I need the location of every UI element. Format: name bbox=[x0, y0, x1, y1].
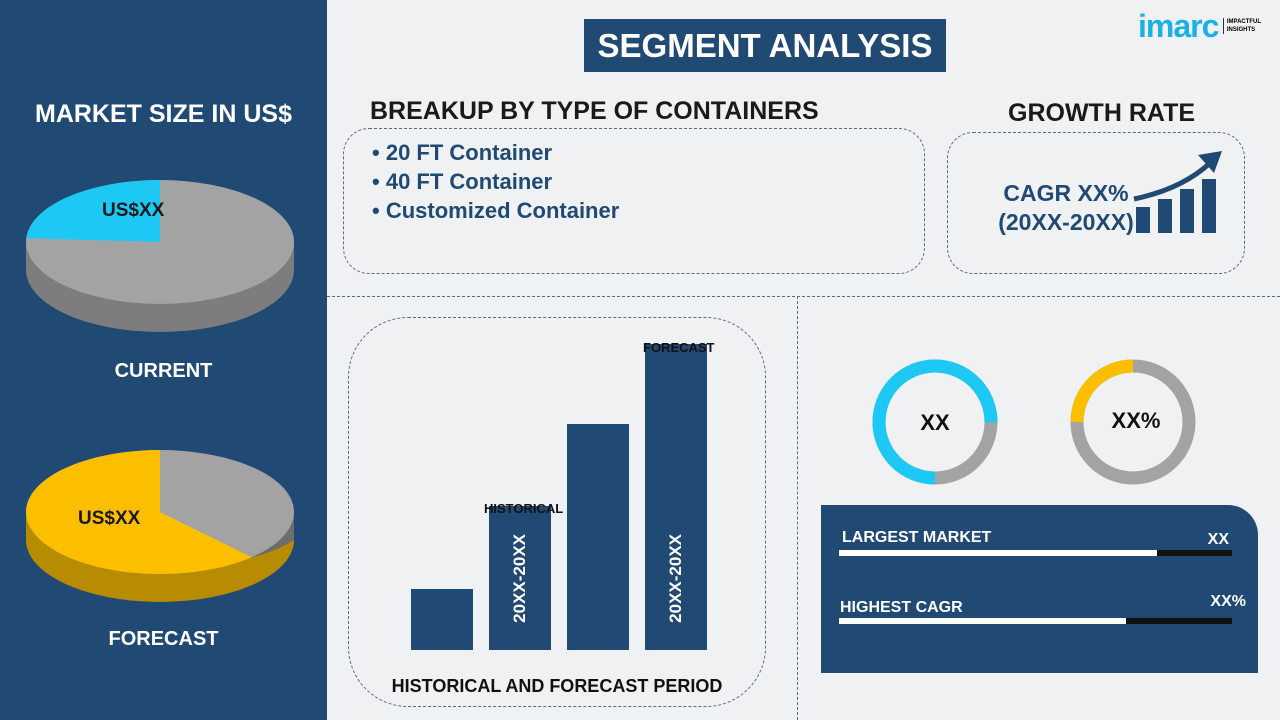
breakup-item: • 20 FT Container bbox=[372, 140, 553, 165]
growth-chart-icon bbox=[1133, 151, 1222, 233]
stat-bar bbox=[839, 550, 1232, 556]
donut-1-value: XX bbox=[920, 410, 950, 435]
stats-panel: LARGEST MARKET XX HIGHEST CAGR XX% bbox=[821, 505, 1258, 673]
stat-label: LARGEST MARKET bbox=[842, 529, 992, 546]
divider-horizontal bbox=[327, 296, 1280, 297]
cagr-period: (20XX-20XX) bbox=[998, 209, 1134, 235]
stat-value: XX bbox=[1207, 531, 1229, 548]
bar-2: 20XX-20XX bbox=[489, 506, 551, 650]
divider-vertical bbox=[797, 296, 798, 720]
imarc-logo: imarc IMPACTFUL INSIGHTS bbox=[1138, 8, 1261, 45]
bar-axis-label: HISTORICAL AND FORECAST PERIOD bbox=[391, 676, 723, 696]
historical-label: HISTORICAL bbox=[484, 501, 564, 516]
logo-tagline-2: INSIGHTS bbox=[1226, 27, 1256, 33]
stat-bar bbox=[839, 618, 1232, 624]
forecast-label: FORECAST bbox=[108, 628, 219, 650]
bar-chart: 20XX-20XX 20XX-20XX HISTORICAL FORECAST … bbox=[348, 317, 766, 707]
current-label: CURRENT bbox=[114, 360, 213, 382]
bar-4: 20XX-20XX bbox=[645, 344, 707, 650]
forecast-slice bbox=[25, 450, 252, 574]
donut-2-fill bbox=[1070, 359, 1196, 485]
breakup-box: • 20 FT Container • 40 FT Container • Cu… bbox=[343, 128, 925, 274]
logo-tagline-1: IMPACTFUL bbox=[1226, 19, 1262, 25]
bar-1 bbox=[411, 588, 473, 650]
breakup-heading: BREAKUP BY TYPE OF CONTAINERS bbox=[370, 97, 819, 125]
growth-heading: GROWTH RATE bbox=[1008, 99, 1196, 127]
donut-1-fill bbox=[872, 359, 998, 485]
bar-4-label: 20XX-20XX bbox=[666, 534, 685, 623]
stat-value: XX% bbox=[1210, 593, 1246, 610]
forecast-pie: US$XX bbox=[25, 450, 294, 602]
logo-brand: imarc bbox=[1138, 8, 1219, 44]
growth-box: CAGR XX% (20XX-20XX) bbox=[947, 132, 1245, 274]
forecast-value: US$XX bbox=[78, 508, 141, 529]
bar-chart-box bbox=[348, 317, 766, 707]
breakup-item: • 40 FT Container bbox=[372, 169, 553, 194]
stat-label: HIGHEST CAGR bbox=[840, 599, 963, 616]
market-size-panel: MARKET SIZE IN US$ US$XX CURRENT US$XX F… bbox=[0, 0, 327, 720]
forecast-bar-label: FORECAST bbox=[643, 340, 715, 355]
current-pie: US$XX bbox=[26, 180, 294, 332]
bar-2-label: 20XX-20XX bbox=[510, 534, 529, 624]
market-size-heading: MARKET SIZE IN US$ bbox=[35, 100, 292, 128]
donut-2: XX% bbox=[1070, 359, 1196, 485]
current-slice bbox=[26, 180, 160, 242]
donut-1: XX bbox=[872, 359, 998, 485]
breakup-item: • Customized Container bbox=[372, 198, 620, 223]
cagr-value: CAGR XX% bbox=[1003, 180, 1129, 206]
donut-2-value: XX% bbox=[1112, 408, 1161, 433]
current-value: US$XX bbox=[102, 200, 165, 221]
bar-3 bbox=[567, 423, 629, 650]
page-title: SEGMENT ANALYSIS bbox=[584, 19, 946, 72]
